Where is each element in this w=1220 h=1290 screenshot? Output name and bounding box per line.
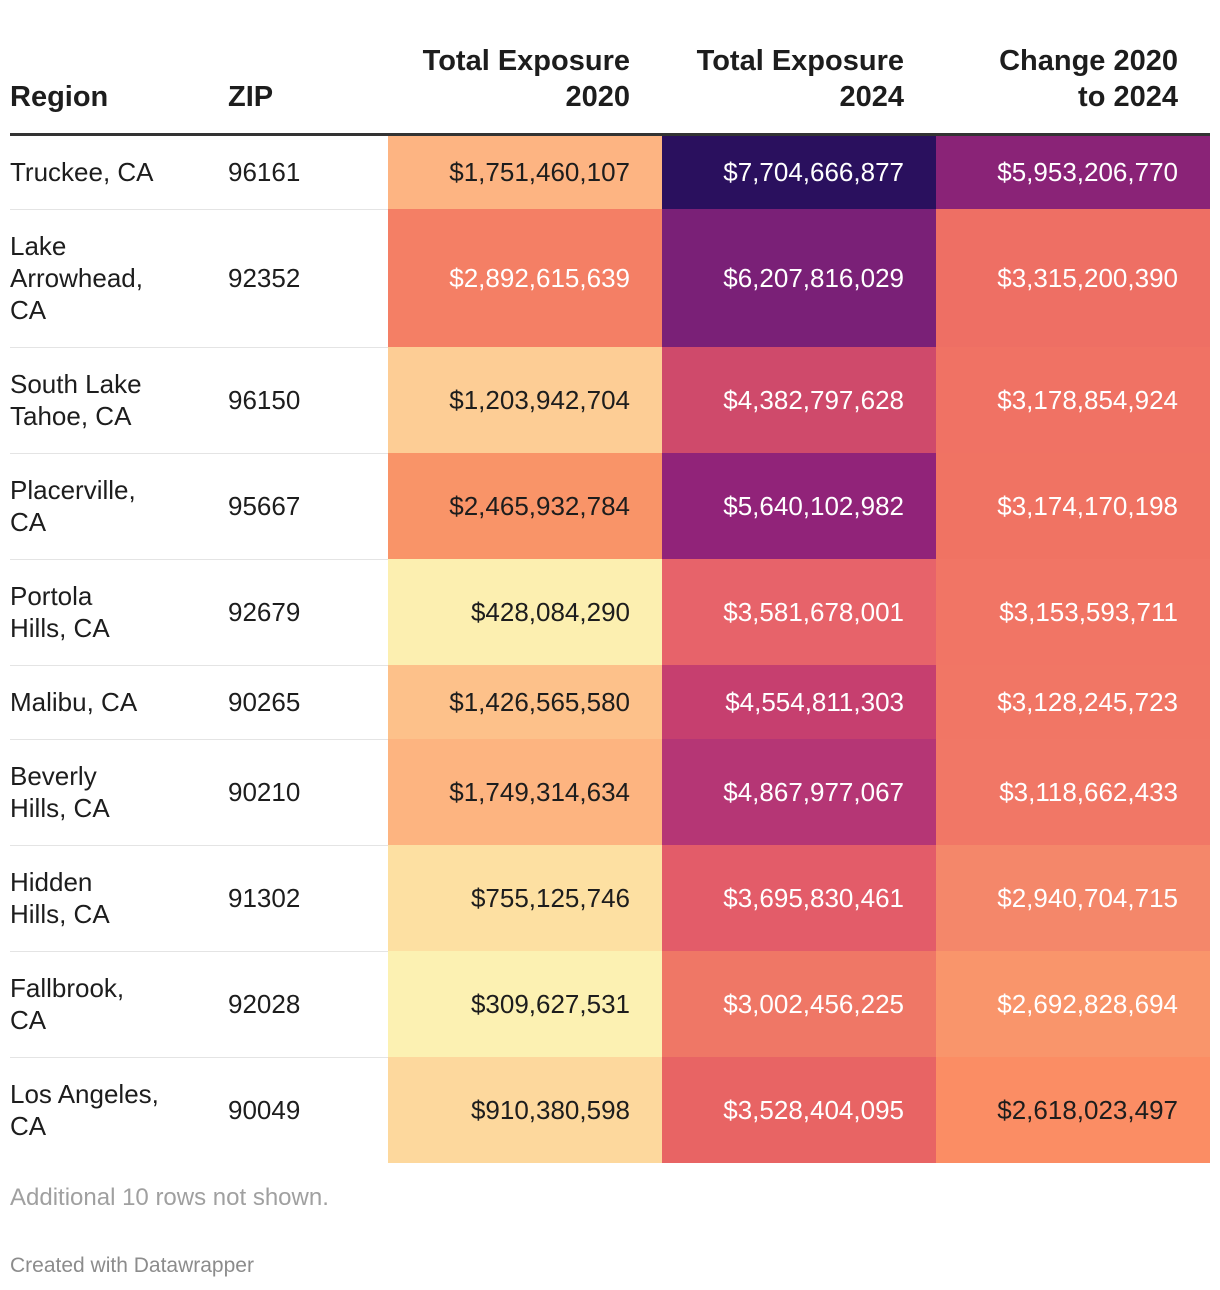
cell-exposure-2024: $6,207,816,029 [662, 209, 936, 347]
table-row: Portola Hills, CA 92679 $428,084,290 $3,… [10, 559, 1210, 666]
header-label: Change 2020 to 2024 [999, 44, 1178, 113]
cell-exposure-2020: $309,627,531 [388, 951, 662, 1057]
cell-exposure-2024: $5,640,102,982 [662, 453, 936, 559]
rows-not-shown-note: Additional 10 rows not shown. [10, 1184, 329, 1211]
cell-region: Truckee, CA [10, 134, 228, 210]
cell-region: Portola Hills, CA [10, 559, 228, 666]
cell-exposure-2024: $3,002,456,225 [662, 951, 936, 1057]
table-row: Beverly Hills, CA 90210 $1,749,314,634 $… [10, 739, 1210, 846]
cell-zip: 96161 [228, 134, 388, 210]
cell-change: $3,153,593,711 [936, 559, 1210, 665]
region-label: Lake Arrowhead, CA [10, 231, 143, 325]
cell-exposure-2024: $3,581,678,001 [662, 559, 936, 665]
table-row: Los Angeles, CA 90049 $910,380,598 $3,52… [10, 1057, 1210, 1163]
cell-zip: 96150 [228, 347, 388, 454]
cell-change: $3,118,662,433 [936, 739, 1210, 845]
header-total-exposure-2024[interactable]: Total Exposure 2024 [662, 0, 936, 136]
cell-zip: 90265 [228, 665, 388, 740]
data-table: Region ZIP Total Exposure 2020 Total Exp… [10, 0, 1210, 1163]
cell-exposure-2020: $2,892,615,639 [388, 209, 662, 347]
cell-exposure-2020: $910,380,598 [388, 1057, 662, 1163]
region-label: South Lake Tahoe, CA [10, 369, 142, 431]
table-row: South Lake Tahoe, CA 96150 $1,203,942,70… [10, 347, 1210, 454]
table-row: Truckee, CA 96161 $1,751,460,107 $7,704,… [10, 134, 1210, 210]
cell-exposure-2020: $1,203,942,704 [388, 347, 662, 453]
cell-exposure-2020: $428,084,290 [388, 559, 662, 665]
cell-exposure-2024: $3,695,830,461 [662, 845, 936, 951]
header-row: Region ZIP Total Exposure 2020 Total Exp… [10, 0, 1210, 136]
cell-change: $5,953,206,770 [936, 134, 1210, 209]
cell-exposure-2020: $1,426,565,580 [388, 665, 662, 739]
table-row: Hidden Hills, CA 91302 $755,125,746 $3,6… [10, 845, 1210, 952]
datawrapper-credit[interactable]: Created with Datawrapper [10, 1254, 254, 1277]
cell-change: $2,692,828,694 [936, 951, 1210, 1057]
cell-region: Los Angeles, CA [10, 1057, 228, 1163]
cell-change: $3,174,170,198 [936, 453, 1210, 559]
cell-exposure-2024: $4,382,797,628 [662, 347, 936, 453]
cell-exposure-2020: $1,751,460,107 [388, 134, 662, 209]
cell-zip: 92028 [228, 951, 388, 1058]
cell-exposure-2024: $3,528,404,095 [662, 1057, 936, 1163]
header-region[interactable]: Region [10, 0, 228, 136]
table-row: Placerville, CA 95667 $2,465,932,784 $5,… [10, 453, 1210, 560]
cell-zip: 92352 [228, 209, 388, 348]
data-table-container: Region ZIP Total Exposure 2020 Total Exp… [10, 0, 1210, 1163]
cell-region: Malibu, CA [10, 665, 228, 740]
cell-change: $2,618,023,497 [936, 1057, 1210, 1163]
cell-exposure-2024: $7,704,666,877 [662, 134, 936, 209]
header-label: Total Exposure 2020 [422, 44, 630, 113]
cell-region: Lake Arrowhead, CA [10, 209, 228, 348]
region-label: Fallbrook, CA [10, 973, 125, 1035]
region-label: Placerville, CA [10, 475, 136, 537]
table-body: Truckee, CA 96161 $1,751,460,107 $7,704,… [10, 134, 1210, 1163]
region-label: Portola Hills, CA [10, 581, 110, 643]
region-label: Hidden Hills, CA [10, 867, 110, 929]
cell-zip: 90210 [228, 739, 388, 846]
cell-zip: 90049 [228, 1095, 301, 1125]
cell-region: Fallbrook, CA [10, 951, 228, 1058]
table-row: Lake Arrowhead, CA 92352 $2,892,615,639 … [10, 209, 1210, 348]
cell-region: Beverly Hills, CA [10, 739, 228, 846]
cell-exposure-2024: $4,554,811,303 [662, 665, 936, 739]
cell-exposure-2024: $4,867,977,067 [662, 739, 936, 845]
table-row: Fallbrook, CA 92028 $309,627,531 $3,002,… [10, 951, 1210, 1058]
cell-zip: 91302 [228, 845, 388, 952]
header-total-exposure-2020[interactable]: Total Exposure 2020 [388, 0, 662, 136]
cell-change: $2,940,704,715 [936, 845, 1210, 951]
table-header: Region ZIP Total Exposure 2020 Total Exp… [10, 0, 1210, 136]
cell-exposure-2020: $2,465,932,784 [388, 453, 662, 559]
region-label: Beverly Hills, CA [10, 761, 110, 823]
cell-zip: 95667 [228, 453, 388, 560]
cell-change: $3,128,245,723 [936, 665, 1210, 739]
header-zip[interactable]: ZIP [228, 0, 388, 136]
cell-exposure-2020: $1,749,314,634 [388, 739, 662, 845]
cell-exposure-2020: $755,125,746 [388, 845, 662, 951]
region-label: Los Angeles, CA [10, 1079, 159, 1141]
cell-region: Placerville, CA [10, 453, 228, 560]
cell-change: $3,178,854,924 [936, 347, 1210, 453]
cell-region: South Lake Tahoe, CA [10, 347, 228, 454]
header-change[interactable]: Change 2020 to 2024 [936, 0, 1210, 136]
table-row: Malibu, CA 90265 $1,426,565,580 $4,554,8… [10, 665, 1210, 740]
cell-region: Hidden Hills, CA [10, 845, 228, 952]
header-label: Total Exposure 2024 [696, 44, 904, 113]
cell-zip: 92679 [228, 559, 388, 666]
cell-change: $3,315,200,390 [936, 209, 1210, 347]
